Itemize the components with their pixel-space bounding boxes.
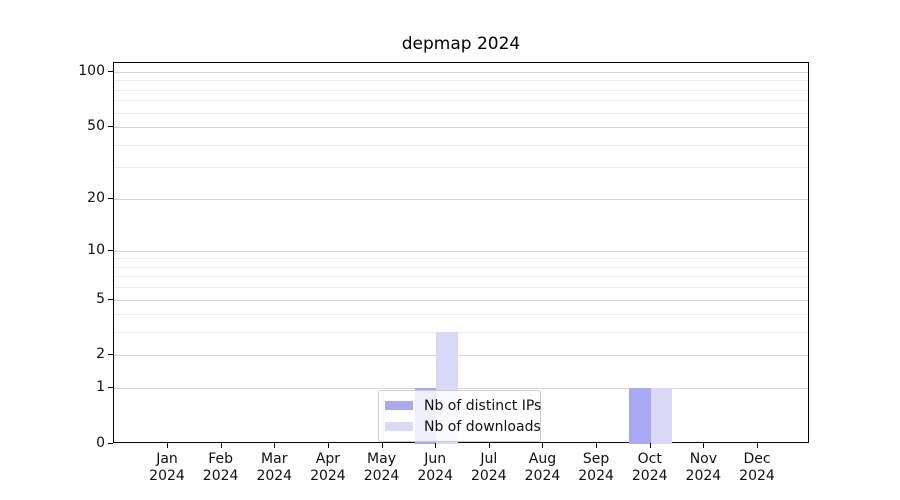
y-gridline [114,89,808,91]
y-tick-label: 5 [96,290,105,307]
x-tick-mark [596,443,598,448]
x-tick-mark [703,443,705,448]
y-tick-mark [108,354,113,356]
y-tick-mark [108,249,113,251]
y-gridline [114,144,808,146]
y-gridline [114,276,808,278]
x-tick-mark [220,443,222,448]
y-tick-label: 100 [78,63,105,80]
chart-title: depmap 2024 [401,34,521,54]
x-tick-label: Aug 2024 [524,451,561,484]
y-tick-mark [108,197,113,199]
y-tick-mark [108,443,113,444]
x-tick-mark [274,443,276,448]
y-gridline [114,198,808,200]
y-tick-mark [108,71,113,73]
legend-item: Nb of downloads [385,416,541,437]
y-tick-mark [108,126,113,128]
y-gridline [114,287,808,289]
x-tick-label: Nov 2024 [685,451,722,484]
y-tick-label: 10 [87,241,105,258]
bar-distinct-ips-oct [629,388,651,444]
y-gridline [114,167,808,169]
y-gridline [114,355,808,357]
x-tick-label: Jun 2024 [417,451,453,484]
x-tick-mark [757,443,758,448]
y-gridline [114,314,808,316]
x-tick-mark [327,443,329,448]
y-gridline [114,80,808,82]
y-gridline [114,250,808,252]
x-tick-label: Apr 2024 [310,451,346,484]
y-tick-mark [108,298,113,300]
x-tick-mark [435,443,437,448]
y-gridline [114,299,808,301]
bar-downloads-oct [650,388,673,444]
legend: Nb of distinct IPs Nb of downloads [378,390,541,442]
plot-area [113,62,809,444]
x-tick-label: Dec 2024 [739,451,775,484]
x-tick-label: Oct 2024 [631,451,668,484]
y-tick-label: 50 [87,118,105,135]
x-tick-mark [167,443,168,448]
legend-label: Nb of distinct IPs [424,397,542,414]
legend-item: Nb of distinct IPs [385,395,541,416]
x-tick-mark [381,443,383,448]
y-tick-label: 2 [96,346,105,363]
x-tick-label: Sep 2024 [578,451,614,484]
y-tick-label: 1 [96,379,105,396]
x-tick-mark [542,443,544,448]
y-gridline [114,112,808,114]
x-tick-label: Mar 2024 [256,451,293,484]
x-tick-label: Jan 2024 [149,451,185,484]
legend-swatch-distinct-ips [385,401,413,410]
y-gridline [114,127,808,129]
y-tick-label: 0 [96,435,105,451]
legend-swatch-downloads [385,422,413,431]
x-tick-label: May 2024 [363,451,400,484]
x-tick-mark [649,443,651,448]
y-gridline [114,100,808,102]
y-gridline [114,332,808,334]
y-gridline [114,258,808,260]
x-tick-label: Jul 2024 [470,451,507,484]
x-tick-label: Feb 2024 [202,451,239,484]
y-gridline [114,72,808,74]
y-gridline [114,266,808,268]
legend-label: Nb of downloads [424,418,541,435]
y-gridline [114,388,808,390]
x-tick-mark [488,443,490,448]
y-tick-mark [108,387,113,389]
y-tick-label: 20 [87,189,105,206]
